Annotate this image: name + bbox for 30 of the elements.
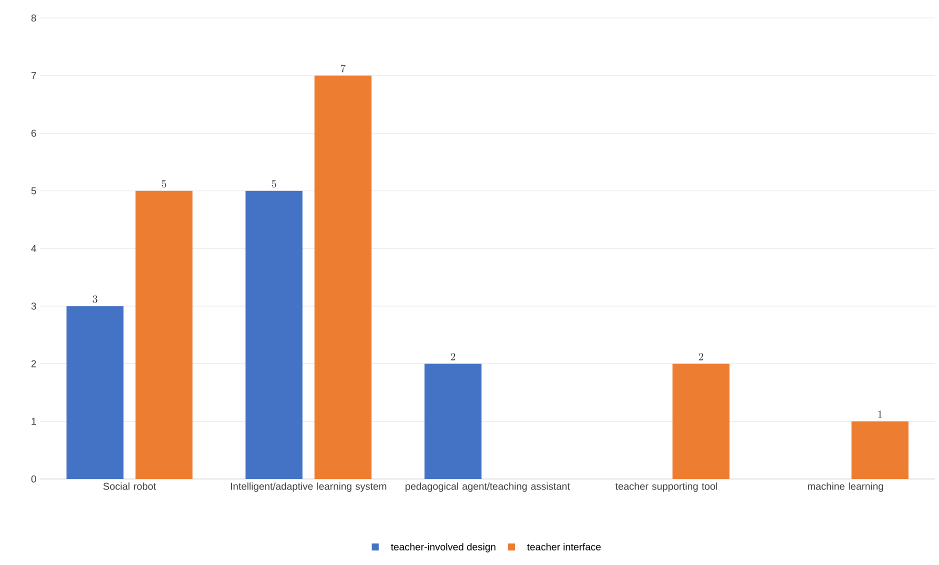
y-tick-label: 3 (31, 302, 36, 310)
y-tick-label: 7 (31, 72, 36, 80)
y-tick-label: 2 (31, 360, 36, 368)
bar (314, 76, 372, 479)
bar (852, 421, 909, 479)
data-label: 7 (340, 64, 346, 72)
y-tick-label: 0 (31, 475, 36, 483)
data-label: 2 (450, 352, 456, 360)
data-label: 3 (92, 295, 98, 303)
legend-label: teacher-involved design (390, 543, 496, 552)
bar (246, 190, 303, 479)
bar (424, 364, 482, 479)
data-label: 5 (162, 180, 166, 188)
x-tick-label: machine learning (808, 482, 884, 492)
x-tick-label: Social robot (103, 482, 156, 490)
x-tick-label: pedagogical agent/teaching assistant (406, 482, 570, 492)
y-tick-label: 6 (31, 130, 36, 137)
y-tick-label: 8 (31, 14, 36, 22)
data-label: 2 (698, 352, 704, 360)
y-tick-label: 1 (32, 418, 36, 425)
bar (66, 306, 124, 479)
x-tick-label: teacher supporting tool (615, 482, 718, 492)
bar (672, 364, 730, 479)
x-tick-label: Intelligent/adaptive learning system (231, 482, 386, 492)
y-tick-label: 4 (31, 245, 36, 252)
data-label: 5 (272, 180, 276, 188)
data-label: 1 (878, 410, 882, 418)
legend-label: teacher interface (527, 543, 601, 550)
bar (136, 190, 193, 479)
y-tick-label: 5 (31, 187, 36, 194)
